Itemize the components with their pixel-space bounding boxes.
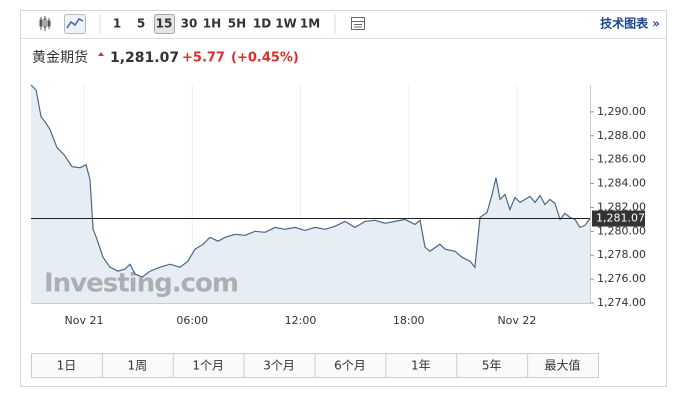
interval-button[interactable]: 30 <box>181 17 198 31</box>
price-change-pct: (+0.45%) <box>231 51 299 66</box>
tech-chart-link[interactable]: 技术图表 » <box>600 16 660 31</box>
x-tick-label: Nov 22 <box>497 314 536 327</box>
watermark: Investing.com <box>44 269 238 299</box>
price-line <box>30 84 591 278</box>
range-button[interactable]: 最大值 <box>545 358 581 373</box>
area-fill <box>31 85 590 303</box>
up-arrow <box>98 52 104 56</box>
current-price-label: 1,281.07 <box>596 212 645 225</box>
range-button[interactable]: 5年 <box>482 359 502 373</box>
range-button[interactable]: 3个月 <box>263 359 295 373</box>
interval-button[interactable]: 5H <box>228 17 246 31</box>
interval-button[interactable]: 1H <box>203 17 221 31</box>
candle-icon[interactable] <box>39 16 51 31</box>
interval-button[interactable]: 1M <box>300 17 320 31</box>
current-price-box <box>592 210 645 227</box>
line-icon <box>66 18 84 29</box>
range-button[interactable]: 1周 <box>127 359 147 373</box>
y-tick-label: 1,274.00 <box>597 296 646 309</box>
price: 1,281.07 <box>110 50 179 66</box>
range-button[interactable]: 1年 <box>411 359 431 373</box>
y-tick-label: 1,286.00 <box>597 153 646 166</box>
range-bar: 1日 1周 1个月 3个月 6个月 1年 5年 最大值 <box>31 353 599 378</box>
table-icon[interactable] <box>351 17 365 30</box>
y-tick-label: 1,280.00 <box>597 224 646 237</box>
y-tick-label: 1,276.00 <box>597 272 646 285</box>
interval-button[interactable]: 1 <box>113 17 121 31</box>
instrument-name: 黄金期货 <box>32 49 88 66</box>
y-tick-label: 1,282.00 <box>597 200 646 213</box>
y-tick-label: 1,290.00 <box>597 105 646 118</box>
interval-button[interactable]: 1W <box>275 17 297 31</box>
range-button[interactable]: 6个月 <box>334 359 366 373</box>
interval-selected <box>154 14 175 34</box>
interval-button[interactable]: 5 <box>137 17 145 31</box>
range-button[interactable]: 1个月 <box>192 359 224 373</box>
x-tick-label: 06:00 <box>176 314 208 327</box>
interval-button[interactable]: 15 <box>156 17 173 31</box>
x-tick-label: 12:00 <box>285 314 317 327</box>
plot: Nov 21 06:00 12:00 18:00 Nov 22 Investing.com… <box>30 84 646 327</box>
frame <box>20 10 667 387</box>
price-change: +5.77 <box>182 51 225 66</box>
interval-button[interactable]: 1D <box>253 17 271 31</box>
y-tick-label: 1,288.00 <box>597 129 646 142</box>
y-tick-label: 1,278.00 <box>597 248 646 261</box>
y-tick-label: 1,284.00 <box>597 177 646 190</box>
x-tick-label: Nov 21 <box>65 314 104 327</box>
range-button[interactable]: 1日 <box>57 359 77 373</box>
x-tick-label: 18:00 <box>393 314 425 327</box>
